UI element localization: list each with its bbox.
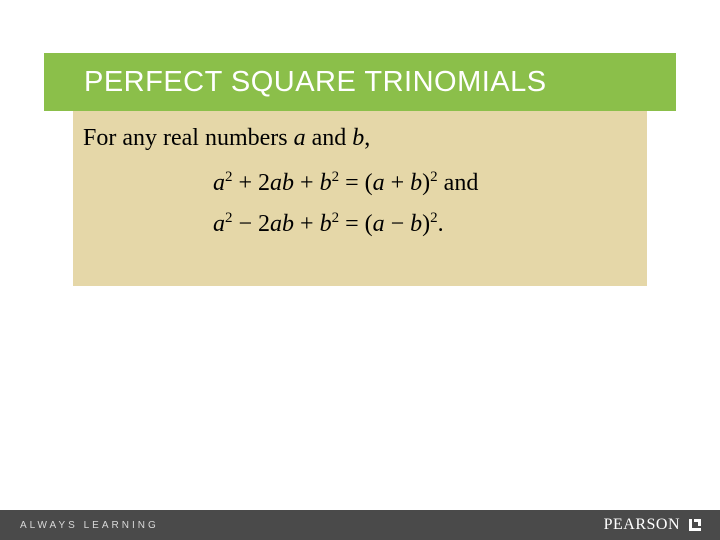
eq2-close: )	[422, 211, 430, 237]
eq1-close: )	[422, 170, 430, 196]
eq2-b: b	[320, 211, 332, 237]
eq1-sq2: 2	[332, 169, 340, 185]
intro-suffix: ,	[364, 125, 370, 151]
eq2-p3: −	[385, 211, 411, 237]
footer-tagline: ALWAYS LEARNING	[20, 520, 159, 531]
equation-1: a2 + 2ab + b2 = (a + b)2 and	[213, 170, 627, 197]
eq1-eq: = (	[339, 170, 373, 196]
eq1-b2: b	[410, 170, 422, 196]
eq1-ab: ab	[270, 170, 294, 196]
eq2-b2: b	[410, 211, 422, 237]
intro-line: For any real numbers a and b,	[83, 125, 627, 152]
brand-name: PEARSON	[604, 516, 680, 534]
brand: PEARSON	[604, 516, 704, 534]
eq1-p1: + 2	[233, 170, 271, 196]
content-box: For any real numbers a and b, a2 + 2ab +…	[73, 111, 647, 286]
eq2-p1: − 2	[233, 211, 271, 237]
equation-2: a2 − 2ab + b2 = (a − b)2.	[213, 211, 627, 238]
eq2-sq2: 2	[332, 210, 340, 226]
title-bar: PERFECT SQUARE TRINOMIALS	[44, 53, 676, 111]
intro-var-b: b	[352, 125, 364, 151]
intro-var-a: a	[294, 125, 306, 151]
eq2-ab: ab	[270, 211, 294, 237]
eq2-sq3: 2	[430, 210, 438, 226]
eq2-a2: a	[373, 211, 385, 237]
eq2-a: a	[213, 211, 225, 237]
eq1-a: a	[213, 170, 225, 196]
eq2-sq1: 2	[225, 210, 233, 226]
footer-bar: ALWAYS LEARNING PEARSON	[0, 510, 720, 540]
intro-prefix: For any real numbers	[83, 125, 294, 151]
slide-title: PERFECT SQUARE TRINOMIALS	[84, 66, 547, 99]
eq2-p2: +	[294, 211, 320, 237]
eq1-b: b	[320, 170, 332, 196]
eq1-sq1: 2	[225, 169, 233, 185]
eq1-sq3: 2	[430, 169, 438, 185]
eq1-p3: +	[385, 170, 411, 196]
brand-logo-icon	[686, 516, 704, 534]
eq1-p2: +	[294, 170, 320, 196]
eq1-tail: and	[438, 170, 479, 196]
eq2-eq: = (	[339, 211, 373, 237]
intro-mid: and	[306, 125, 353, 151]
eq1-a2: a	[373, 170, 385, 196]
eq2-tail: .	[438, 211, 444, 237]
